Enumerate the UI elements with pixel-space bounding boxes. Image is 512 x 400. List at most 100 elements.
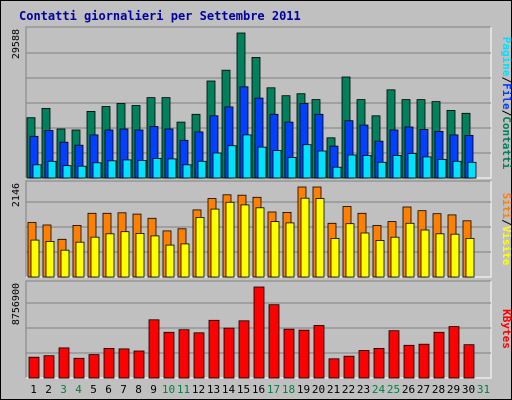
bar-pagine-day-21 bbox=[332, 166, 342, 179]
bar-kbytes-day-29 bbox=[448, 326, 460, 379]
bar-siti-day-15 bbox=[240, 204, 250, 278]
legend-segment: File bbox=[500, 83, 511, 110]
bar-kbytes-day-30 bbox=[463, 344, 475, 379]
bar-pagine-day-25 bbox=[392, 155, 402, 179]
x-tick-label-day-18: 18 bbox=[282, 383, 295, 396]
x-tick-label-day-21: 21 bbox=[327, 383, 340, 396]
bar-pagine-day-22 bbox=[347, 154, 357, 179]
x-tick-label-day-4: 4 bbox=[75, 383, 82, 396]
bar-kbytes-day-22 bbox=[343, 355, 355, 379]
bar-pagine-day-14 bbox=[227, 145, 237, 179]
x-tick-label-day-5: 5 bbox=[90, 383, 97, 396]
bar-pagine-day-2 bbox=[47, 160, 57, 179]
bar-siti-day-6 bbox=[105, 233, 115, 278]
x-tick-label-day-8: 8 bbox=[135, 383, 142, 396]
bar-kbytes-day-10 bbox=[163, 331, 175, 379]
x-tick-label-day-23: 23 bbox=[357, 383, 370, 396]
bar-kbytes-day-20 bbox=[313, 325, 325, 379]
bar-siti-day-2 bbox=[45, 240, 55, 278]
x-tick-label-day-14: 14 bbox=[222, 383, 236, 396]
bar-pagine-day-12 bbox=[197, 160, 207, 179]
bar-siti-day-3 bbox=[60, 249, 70, 278]
bar-pagine-day-27 bbox=[422, 156, 432, 179]
bar-siti-day-7 bbox=[120, 231, 130, 278]
bar-kbytes-day-18 bbox=[283, 328, 295, 379]
plot-border-kbytes bbox=[25, 280, 491, 378]
bar-pagine-day-18 bbox=[287, 156, 297, 179]
bar-pagine-day-8 bbox=[137, 159, 147, 179]
bar-kbytes-day-1 bbox=[28, 356, 40, 379]
bar-kbytes-day-15 bbox=[238, 320, 250, 379]
bar-siti-day-1 bbox=[30, 239, 40, 278]
y-tick-label-hits: 29588 bbox=[11, 29, 22, 59]
legend-segment: Contatti bbox=[500, 116, 511, 169]
x-tick-label-day-19: 19 bbox=[297, 383, 310, 396]
bar-pagine-day-29 bbox=[452, 160, 462, 179]
bar-pagine-day-3 bbox=[62, 165, 72, 179]
bar-pagine-day-20 bbox=[317, 150, 327, 179]
bar-kbytes-day-4 bbox=[73, 357, 85, 379]
bar-pagine-day-30 bbox=[467, 161, 477, 179]
bar-siti-day-25 bbox=[390, 236, 400, 278]
bar-kbytes-day-26 bbox=[403, 344, 415, 379]
bar-pagine-day-16 bbox=[257, 146, 267, 179]
x-tick-label-day-26: 26 bbox=[402, 383, 415, 396]
bar-kbytes-day-2 bbox=[43, 355, 55, 379]
x-tick-label-day-30: 30 bbox=[462, 383, 475, 396]
chart-title: Contatti giornalieri per Settembre 2011 bbox=[19, 9, 301, 23]
bar-pagine-day-9 bbox=[152, 157, 162, 179]
legend-segment: Pagine bbox=[500, 37, 511, 77]
x-tick-label-day-10: 10 bbox=[162, 383, 175, 396]
bar-pagine-day-7 bbox=[122, 159, 132, 179]
x-tick-label-day-28: 28 bbox=[432, 383, 445, 396]
legend-segment: / bbox=[500, 77, 511, 84]
bar-kbytes-day-17 bbox=[268, 304, 280, 379]
bar-kbytes-day-8 bbox=[133, 350, 145, 379]
x-tick-label-day-6: 6 bbox=[105, 383, 112, 396]
legend-label-visits: Siti/Visite bbox=[500, 193, 511, 266]
bar-pagine-day-5 bbox=[92, 162, 102, 179]
bar-siti-day-5 bbox=[90, 236, 100, 278]
bar-siti-day-4 bbox=[75, 241, 85, 278]
bar-kbytes-day-13 bbox=[208, 319, 220, 379]
bar-siti-day-14 bbox=[225, 201, 235, 278]
x-tick-label-day-1: 1 bbox=[30, 383, 37, 396]
x-tick-label-day-27: 27 bbox=[417, 383, 430, 396]
bar-pagine-day-4 bbox=[77, 165, 87, 179]
bar-pagine-day-26 bbox=[407, 153, 417, 179]
bar-pagine-day-1 bbox=[32, 164, 42, 179]
bar-kbytes-day-3 bbox=[58, 347, 70, 379]
bar-siti-day-19 bbox=[300, 197, 310, 278]
y-tick-label-kbytes: 8756900 bbox=[11, 283, 22, 325]
bar-siti-day-10 bbox=[165, 244, 175, 278]
legend-segment: Visite bbox=[500, 226, 511, 266]
x-tick-label-day-17: 17 bbox=[267, 383, 280, 396]
x-tick-label-day-29: 29 bbox=[447, 383, 460, 396]
bar-pagine-day-13 bbox=[212, 152, 222, 179]
bar-kbytes-day-12 bbox=[193, 332, 205, 379]
bar-siti-day-27 bbox=[420, 229, 430, 278]
bar-siti-day-8 bbox=[135, 232, 145, 278]
bar-siti-day-29 bbox=[450, 233, 460, 278]
bar-kbytes-day-27 bbox=[418, 343, 430, 379]
bar-siti-day-28 bbox=[435, 233, 445, 278]
bar-pagine-day-24 bbox=[377, 161, 387, 179]
x-tick-label-day-20: 20 bbox=[312, 383, 325, 396]
bar-siti-day-12 bbox=[195, 216, 205, 278]
bar-siti-day-26 bbox=[405, 222, 415, 278]
bar-siti-day-11 bbox=[180, 243, 190, 278]
bar-pagine-day-28 bbox=[437, 158, 447, 179]
x-tick-label-day-12: 12 bbox=[192, 383, 205, 396]
x-tick-label-day-9: 9 bbox=[150, 383, 157, 396]
y-tick-label-visits: 2146 bbox=[11, 183, 22, 207]
x-tick-label-day-11: 11 bbox=[177, 383, 190, 396]
bar-kbytes-day-9 bbox=[148, 319, 160, 379]
legend-segment: KBytes bbox=[500, 309, 511, 349]
bar-kbytes-day-6 bbox=[103, 347, 115, 379]
bar-siti-day-30 bbox=[465, 237, 475, 278]
bar-pagine-day-15 bbox=[242, 134, 252, 179]
x-tick-label-day-15: 15 bbox=[237, 383, 250, 396]
bar-siti-day-17 bbox=[270, 221, 280, 278]
